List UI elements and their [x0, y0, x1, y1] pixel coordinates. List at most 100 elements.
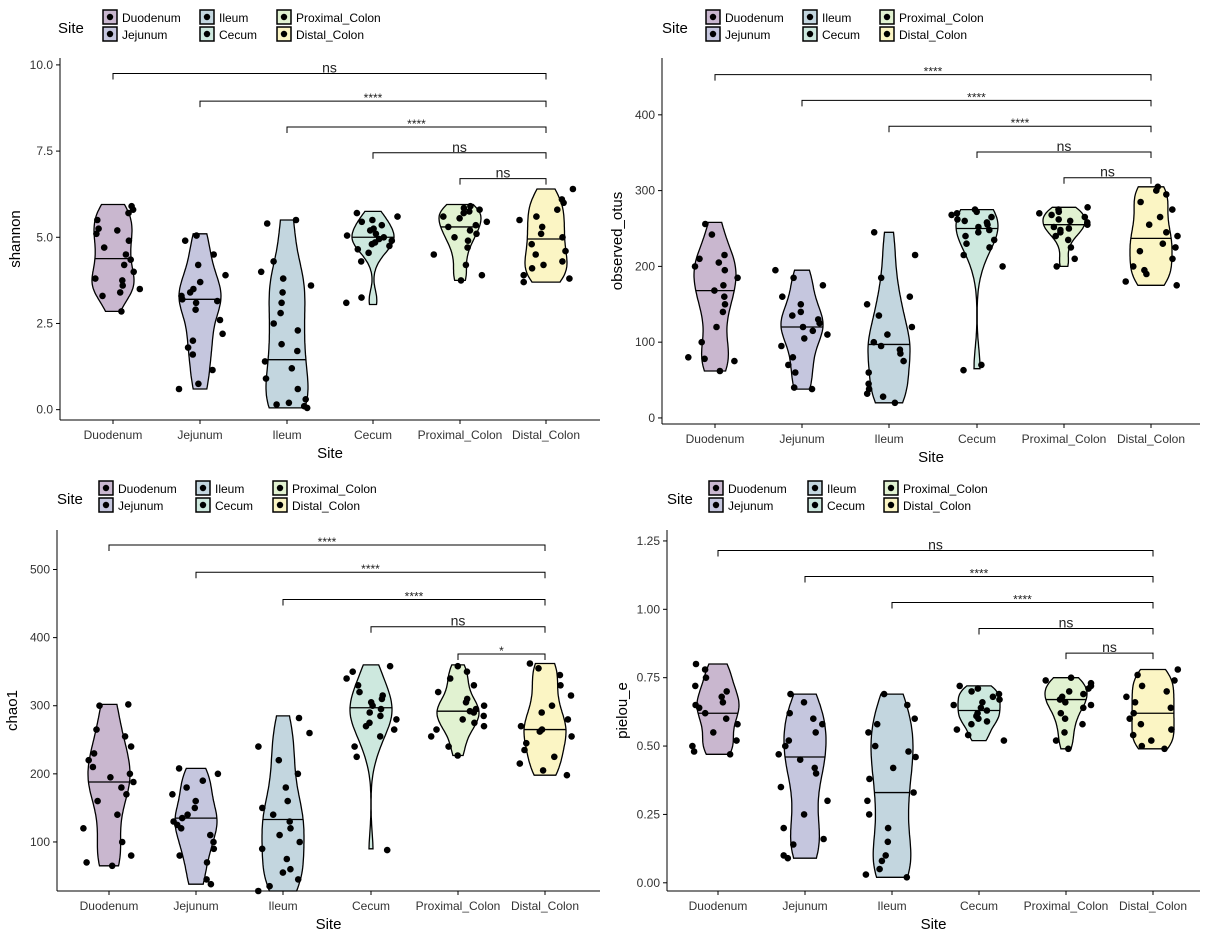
data-point — [302, 396, 310, 403]
data-point — [219, 330, 226, 338]
x-axis-title: Site — [918, 449, 944, 466]
significance-label: ns — [1059, 614, 1074, 630]
legend-label: Duodenum — [122, 11, 181, 25]
data-point — [692, 701, 699, 709]
data-point — [189, 337, 197, 345]
data-point — [357, 258, 365, 265]
violin-jejunum — [775, 690, 831, 862]
data-point — [953, 726, 961, 733]
data-point — [175, 385, 183, 393]
data-point — [731, 357, 738, 365]
data-point — [877, 274, 885, 282]
legend-label: Ileum — [822, 11, 851, 25]
legend-item-duodenum: Duodenum — [705, 9, 784, 25]
data-point — [192, 306, 199, 314]
data-point — [812, 729, 819, 736]
data-point — [1174, 666, 1182, 673]
data-point — [516, 216, 523, 224]
violin-body — [351, 210, 395, 306]
data-point — [701, 355, 708, 363]
violin-cecum — [343, 209, 401, 307]
x-axis-title: Site — [317, 445, 343, 462]
data-point — [255, 743, 262, 750]
bracket-line — [1063, 177, 1152, 184]
data-point — [294, 347, 301, 355]
data-point — [454, 662, 462, 670]
data-point — [1057, 226, 1064, 234]
data-point — [1174, 232, 1181, 240]
data-point — [721, 266, 729, 274]
data-point — [702, 220, 709, 228]
data-point — [125, 209, 132, 217]
violin-body — [438, 203, 482, 282]
data-point — [896, 346, 904, 354]
x-tick-label-proximal-colon: Proximal_Colon — [1022, 432, 1107, 446]
data-point — [1000, 737, 1008, 744]
data-point — [820, 835, 827, 843]
data-point — [865, 811, 873, 818]
data-point — [306, 729, 313, 737]
violin-proximal-colon — [1042, 674, 1095, 753]
data-point — [1084, 204, 1091, 211]
data-point — [209, 366, 216, 374]
data-point — [989, 693, 997, 701]
data-point — [445, 743, 452, 750]
data-point — [1067, 244, 1075, 251]
data-point — [358, 218, 366, 226]
data-point — [1042, 677, 1049, 684]
data-point — [903, 874, 911, 881]
data-point — [568, 733, 575, 740]
data-point — [559, 234, 566, 241]
y-tick-label: 300 — [635, 184, 655, 198]
data-point — [214, 297, 221, 305]
data-point — [262, 375, 270, 382]
y-tick-label: 0.75 — [637, 671, 661, 685]
violin-distal-colon — [1123, 666, 1182, 753]
data-point — [718, 693, 725, 701]
legend-key-point — [811, 501, 819, 509]
comparison-bracket: ns — [1065, 639, 1154, 660]
data-point — [90, 750, 98, 757]
bracket-line — [714, 74, 1152, 81]
data-point — [789, 312, 796, 319]
data-point — [1169, 255, 1176, 263]
data-point — [210, 845, 218, 853]
data-point — [181, 237, 189, 244]
data-point — [483, 218, 491, 226]
significance-label: ns — [322, 60, 337, 76]
data-point — [457, 277, 465, 284]
data-point — [116, 289, 124, 296]
comparison-bracket: ns — [976, 138, 1152, 158]
data-point — [393, 716, 400, 723]
data-point — [456, 215, 463, 222]
data-point — [960, 251, 967, 259]
legend-item-proximal-colon: Proximal_Colon — [883, 480, 988, 496]
data-point — [904, 701, 911, 709]
violin-ileum — [862, 690, 919, 881]
legend-key-point — [203, 13, 211, 21]
data-point — [1163, 229, 1170, 236]
data-point — [780, 824, 787, 832]
data-point — [1061, 715, 1069, 722]
data-point — [557, 682, 564, 689]
y-tick-label: 200 — [635, 259, 655, 273]
violin-cecum — [343, 662, 400, 854]
data-point — [125, 701, 132, 708]
data-point — [270, 258, 277, 265]
legend-item-ileum: Ileum — [807, 480, 856, 496]
legend-item-duodenum: Duodenum — [102, 9, 181, 25]
legend-title: Site — [667, 491, 693, 508]
data-point — [812, 770, 820, 777]
data-point — [977, 704, 985, 712]
data-point — [287, 825, 294, 832]
data-point — [567, 692, 575, 699]
data-point — [810, 715, 817, 722]
data-point — [189, 351, 197, 358]
comparison-bracket: ns — [978, 614, 1154, 635]
data-point — [80, 825, 87, 832]
comparison-bracket: **** — [891, 592, 1154, 609]
data-point — [1071, 255, 1078, 263]
legend-label: Duodenum — [118, 482, 177, 496]
data-point — [126, 770, 134, 778]
significance-label: **** — [407, 117, 426, 131]
